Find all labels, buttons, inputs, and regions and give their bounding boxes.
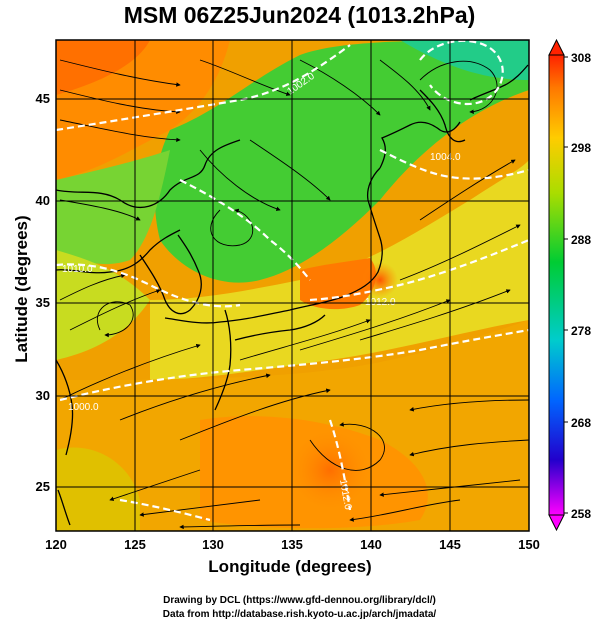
x-tick-labels: 120 125 130 135 140 145 150 — [45, 537, 540, 552]
colorbar-tick-label: 298 — [571, 141, 591, 155]
lat-lon-grid — [56, 40, 529, 531]
colorbar-tick-label: 258 — [571, 507, 591, 521]
isobars — [56, 40, 529, 522]
x-tick-label: 135 — [281, 537, 303, 552]
y-tick-label: 45 — [36, 91, 50, 106]
y-tick-label: 25 — [36, 479, 50, 494]
colorbar-bottom-arrow — [548, 514, 565, 532]
map-title: MSM 06Z25Jun2024 (1013.2hPa) — [123, 2, 476, 28]
plot-frame — [55, 39, 530, 532]
y-tick-label: 35 — [36, 295, 50, 310]
contour-label: 1004.0 — [430, 152, 461, 163]
x-tick-label: 120 — [45, 537, 67, 552]
y-axis-title: Latitude (degrees) — [12, 215, 31, 363]
x-tick-label: 150 — [518, 537, 540, 552]
x-tick-label: 125 — [124, 537, 146, 552]
y-tick-label: 40 — [36, 193, 50, 208]
colorbar-top-arrow — [548, 38, 565, 56]
credit-line-data-source: Data from http://database.rish.kyoto-u.a… — [162, 609, 437, 620]
y-tick-labels: 25 30 35 40 45 — [36, 91, 50, 494]
coastlines — [56, 64, 529, 526]
colorbar-gradient — [548, 54, 565, 516]
x-tick-label: 140 — [360, 537, 382, 552]
contour-label: 1010.0 — [62, 264, 93, 275]
contour-label: 1000.0 — [68, 402, 99, 413]
y-tick-label: 30 — [36, 388, 50, 403]
colorbar: 308 298 288 278 268 258 — [548, 38, 591, 532]
x-tick-label: 130 — [202, 537, 224, 552]
credit-line-dcl: Drawing by DCL (https://www.gfd-dennou.o… — [163, 595, 436, 606]
colorbar-tick-label: 308 — [571, 51, 591, 65]
x-axis-title: Longitude (degrees) — [208, 557, 372, 576]
x-tick-label: 145 — [439, 537, 461, 552]
colorbar-tick-label: 268 — [571, 416, 591, 430]
colorbar-tick-label: 278 — [571, 324, 591, 338]
colorbar-tick-label: 288 — [571, 233, 591, 247]
